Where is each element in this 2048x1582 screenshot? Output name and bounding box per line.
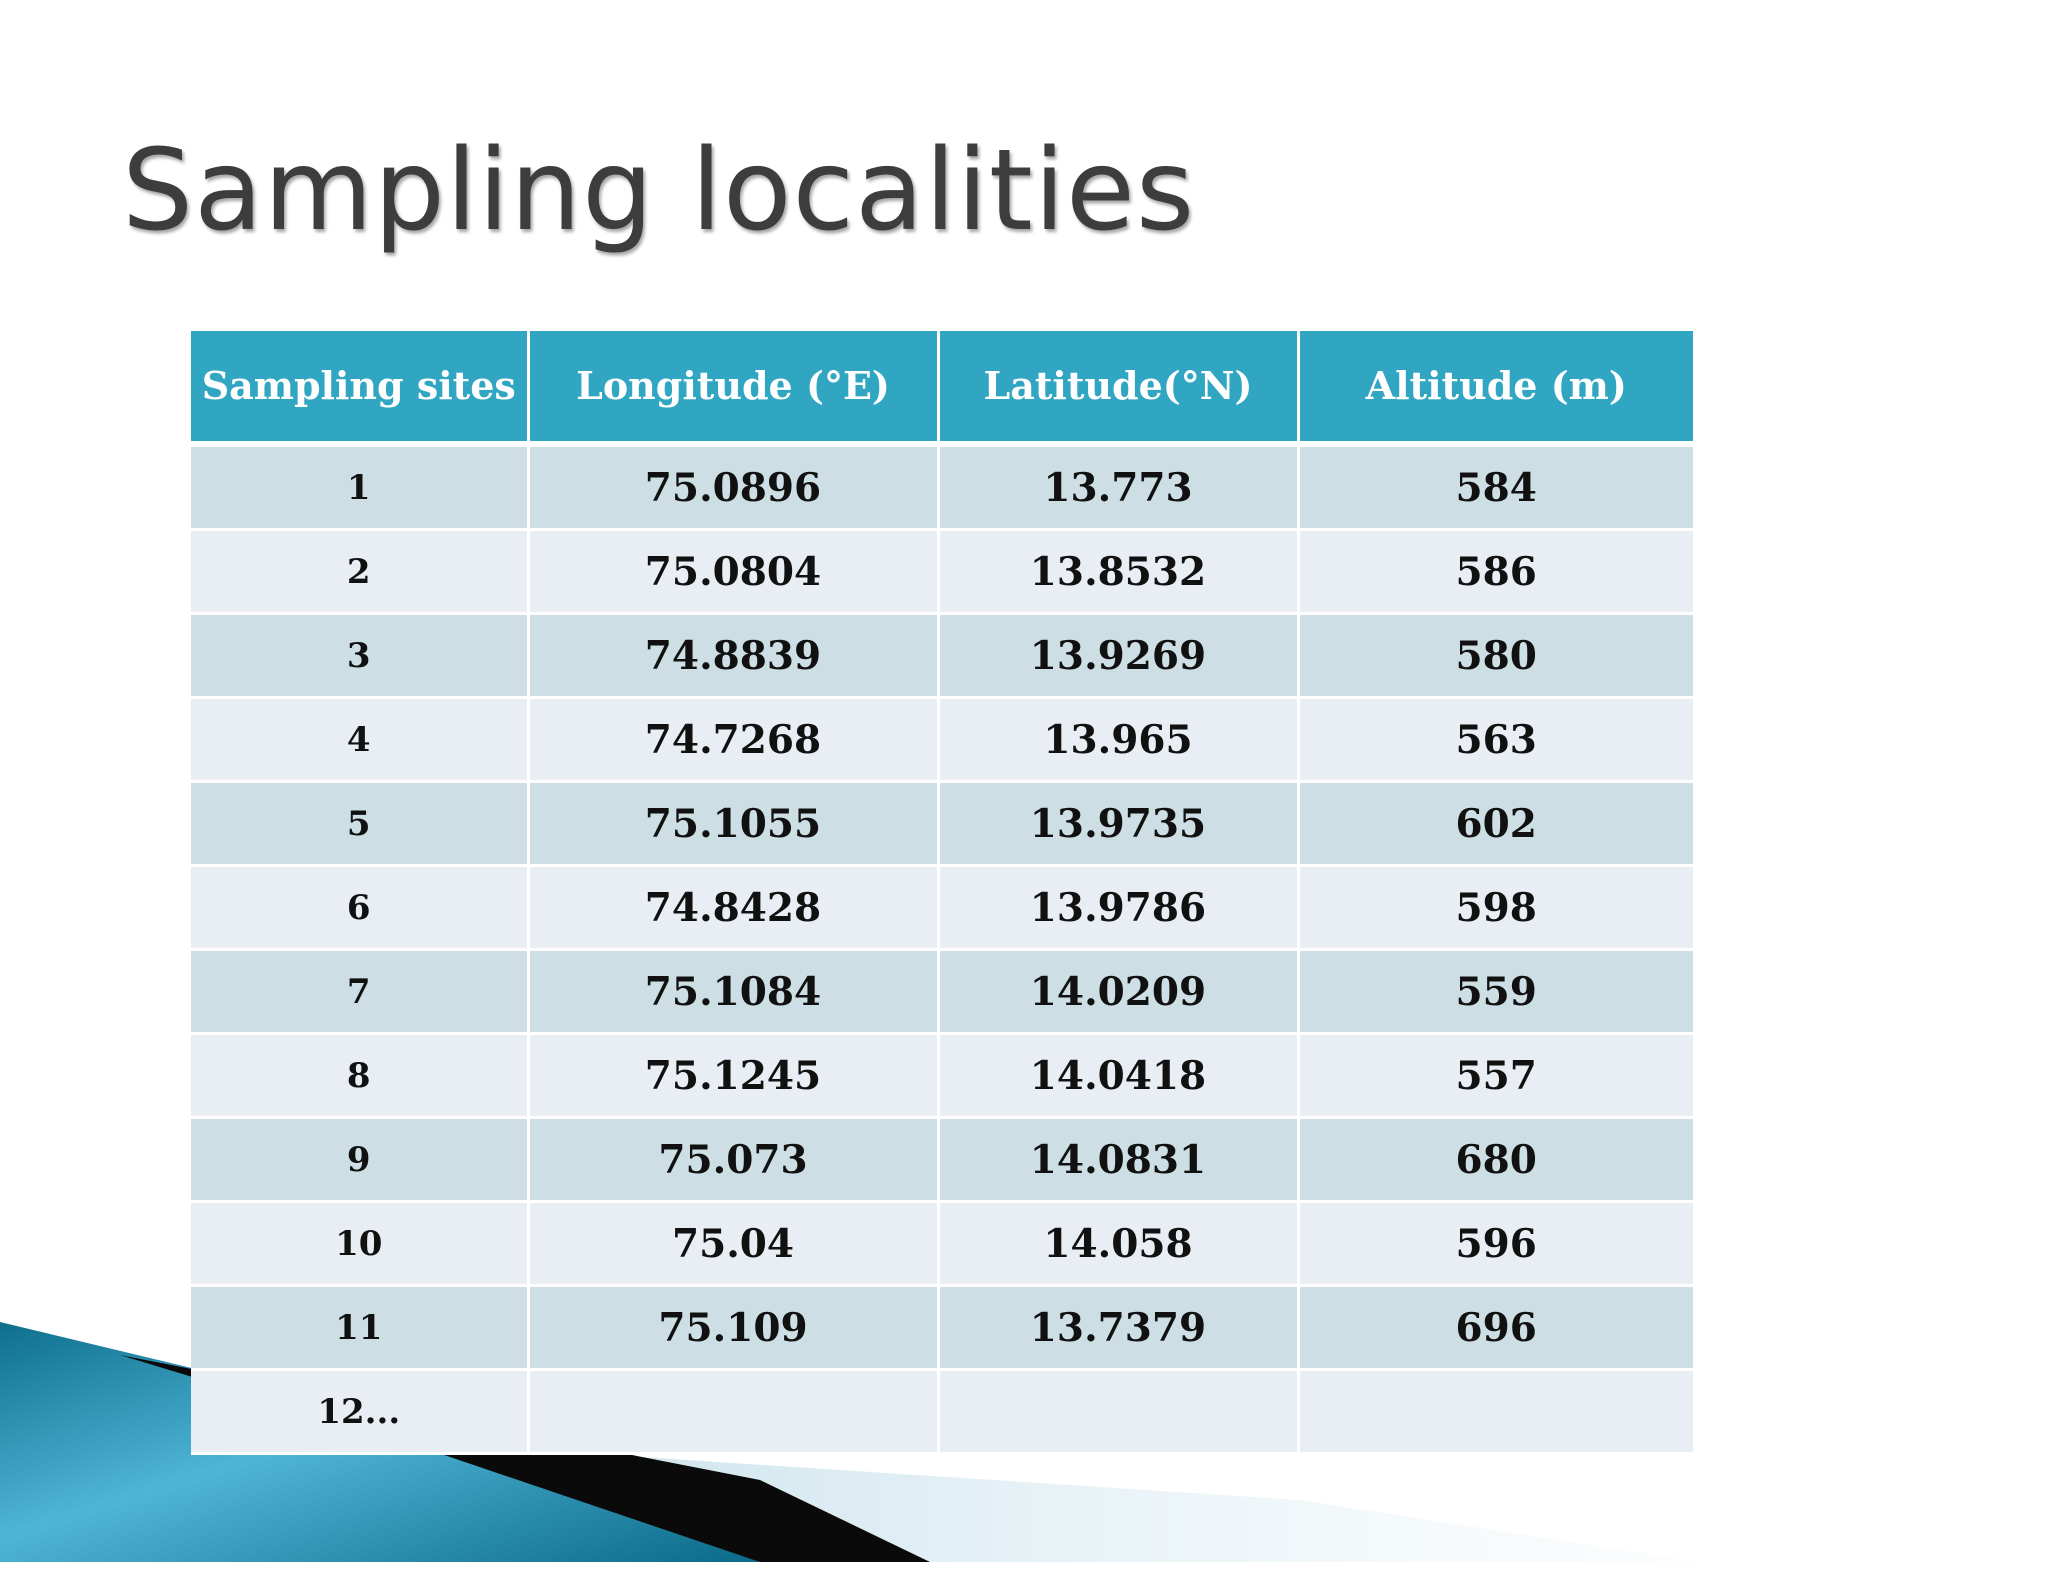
longitude-cell: 75.1245 xyxy=(528,1033,940,1119)
table-row: 4 74.7268 13.965 563 xyxy=(191,697,1693,783)
table-row: 8 75.1245 14.0418 557 xyxy=(191,1033,1693,1119)
altitude-cell: 559 xyxy=(1298,949,1693,1035)
latitude-cell: 14.0418 xyxy=(938,1033,1300,1119)
header-latitude: Latitude(°N) xyxy=(938,331,1300,447)
latitude-cell: 14.0831 xyxy=(938,1117,1300,1203)
latitude-cell: 13.9269 xyxy=(938,613,1300,699)
longitude-cell: 74.8839 xyxy=(528,613,940,699)
longitude-cell: 75.1084 xyxy=(528,949,940,1035)
table-row: 7 75.1084 14.0209 559 xyxy=(191,949,1693,1035)
longitude-cell: 75.109 xyxy=(528,1285,940,1371)
longitude-cell: 75.1055 xyxy=(528,781,940,867)
site-cell: 1 xyxy=(191,444,530,531)
latitude-cell: 13.773 xyxy=(938,444,1300,531)
latitude-cell: 13.7379 xyxy=(938,1285,1300,1371)
sampling-table: Sampling sites Longitude (°E) Latitude(°… xyxy=(191,331,1693,1455)
site-cell: 6 xyxy=(191,865,530,951)
latitude-cell xyxy=(938,1369,1300,1455)
latitude-cell: 13.9786 xyxy=(938,865,1300,951)
latitude-cell: 13.9735 xyxy=(938,781,1300,867)
longitude-cell xyxy=(528,1369,940,1455)
site-cell: 7 xyxy=(191,949,530,1035)
table-row: 2 75.0804 13.8532 586 xyxy=(191,529,1693,615)
site-cell: 2 xyxy=(191,529,530,615)
longitude-cell: 75.04 xyxy=(528,1201,940,1287)
altitude-cell: 584 xyxy=(1298,444,1693,531)
table-row: 12... xyxy=(191,1369,1693,1455)
site-cell: 5 xyxy=(191,781,530,867)
altitude-cell: 563 xyxy=(1298,697,1693,783)
altitude-cell: 598 xyxy=(1298,865,1693,951)
header-altitude: Altitude (m) xyxy=(1298,331,1693,447)
altitude-cell: 586 xyxy=(1298,529,1693,615)
table-row: 6 74.8428 13.9786 598 xyxy=(191,865,1693,951)
altitude-cell: 580 xyxy=(1298,613,1693,699)
header-sampling-sites: Sampling sites xyxy=(191,331,530,447)
table-row: 3 74.8839 13.9269 580 xyxy=(191,613,1693,699)
altitude-cell: 680 xyxy=(1298,1117,1693,1203)
sampling-table-container: Sampling sites Longitude (°E) Latitude(°… xyxy=(191,331,1693,1455)
altitude-cell xyxy=(1298,1369,1693,1455)
latitude-cell: 14.0209 xyxy=(938,949,1300,1035)
longitude-cell: 75.0804 xyxy=(528,529,940,615)
altitude-cell: 696 xyxy=(1298,1285,1693,1371)
table-row: 10 75.04 14.058 596 xyxy=(191,1201,1693,1287)
table-row: 11 75.109 13.7379 696 xyxy=(191,1285,1693,1371)
altitude-cell: 602 xyxy=(1298,781,1693,867)
longitude-cell: 75.0896 xyxy=(528,444,940,531)
longitude-cell: 74.8428 xyxy=(528,865,940,951)
altitude-cell: 596 xyxy=(1298,1201,1693,1287)
latitude-cell: 13.8532 xyxy=(938,529,1300,615)
site-cell: 9 xyxy=(191,1117,530,1203)
table-row: 5 75.1055 13.9735 602 xyxy=(191,781,1693,867)
site-cell: 3 xyxy=(191,613,530,699)
table-header-row: Sampling sites Longitude (°E) Latitude(°… xyxy=(191,331,1693,447)
table-row: 1 75.0896 13.773 584 xyxy=(191,444,1693,531)
table-row: 9 75.073 14.0831 680 xyxy=(191,1117,1693,1203)
site-cell: 10 xyxy=(191,1201,530,1287)
latitude-cell: 13.965 xyxy=(938,697,1300,783)
site-cell: 12... xyxy=(191,1369,530,1455)
site-cell: 11 xyxy=(191,1285,530,1371)
longitude-cell: 74.7268 xyxy=(528,697,940,783)
altitude-cell: 557 xyxy=(1298,1033,1693,1119)
slide-title: Sampling localities xyxy=(122,126,1196,256)
longitude-cell: 75.073 xyxy=(528,1117,940,1203)
header-longitude: Longitude (°E) xyxy=(528,331,940,447)
site-cell: 8 xyxy=(191,1033,530,1119)
site-cell: 4 xyxy=(191,697,530,783)
latitude-cell: 14.058 xyxy=(938,1201,1300,1287)
